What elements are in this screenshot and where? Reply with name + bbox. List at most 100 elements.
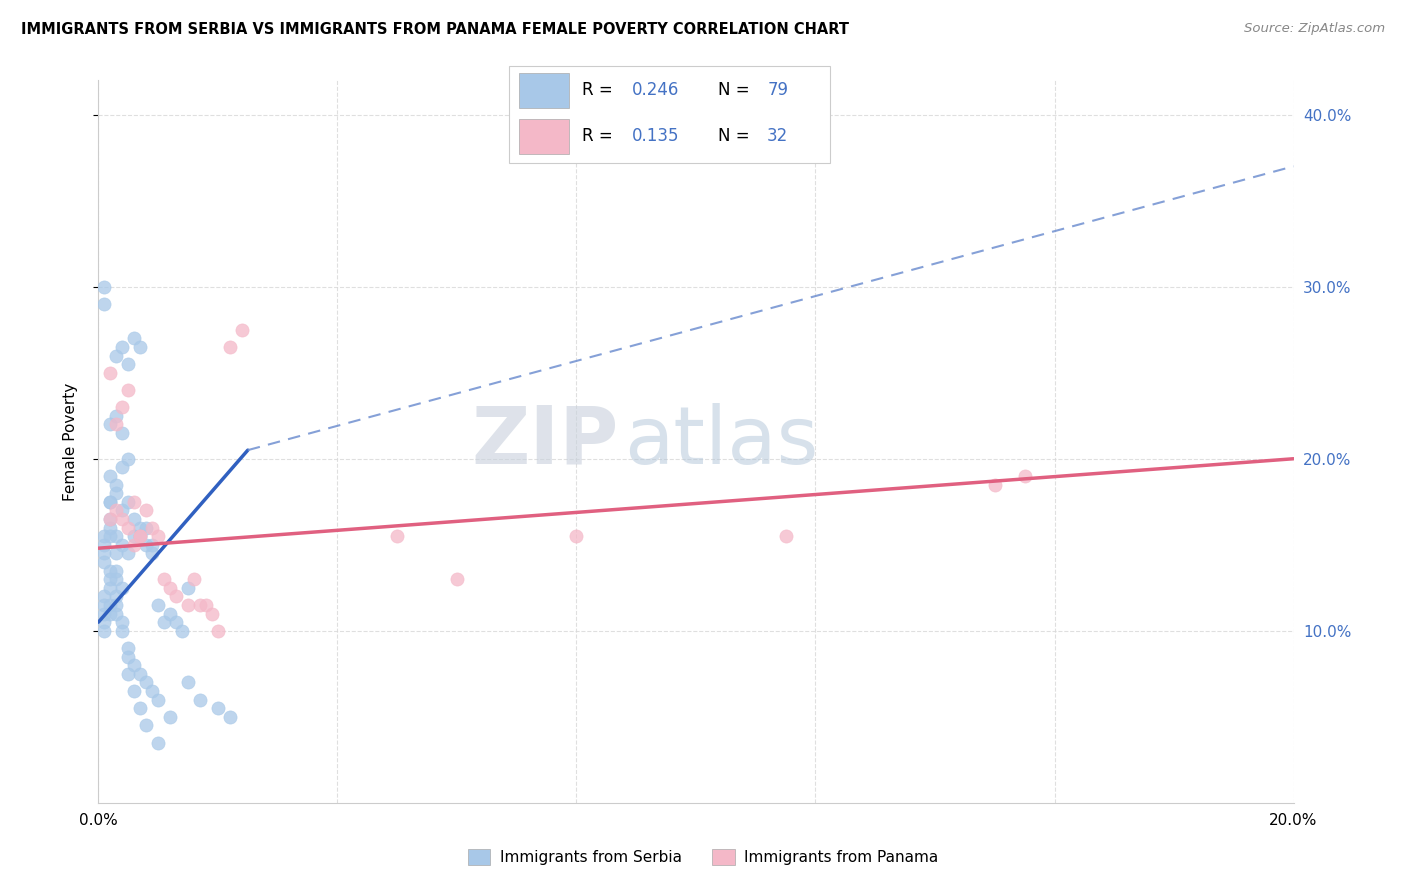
- Point: [231, 323, 253, 337]
- Point: [111, 581, 134, 595]
- Point: [135, 675, 157, 690]
- Point: [98, 512, 122, 526]
- Point: [117, 546, 139, 560]
- Text: N =: N =: [717, 128, 755, 145]
- Point: [111, 340, 134, 354]
- Point: [93, 279, 115, 293]
- Point: [177, 581, 200, 595]
- FancyBboxPatch shape: [519, 73, 569, 108]
- Point: [188, 598, 211, 612]
- Text: 79: 79: [768, 81, 789, 99]
- Point: [93, 624, 115, 638]
- Point: [93, 297, 115, 311]
- Point: [172, 624, 194, 638]
- Point: [105, 546, 128, 560]
- Point: [93, 555, 115, 569]
- Point: [165, 590, 187, 604]
- Point: [98, 607, 122, 621]
- Point: [117, 666, 139, 681]
- Point: [117, 451, 139, 466]
- Point: [129, 666, 152, 681]
- Point: [111, 460, 134, 475]
- Point: [98, 572, 122, 586]
- Point: [105, 349, 128, 363]
- Point: [219, 710, 242, 724]
- Text: 0.135: 0.135: [631, 128, 679, 145]
- Point: [124, 684, 146, 698]
- Point: [446, 572, 468, 586]
- Point: [117, 520, 139, 534]
- Point: [141, 520, 163, 534]
- Text: IMMIGRANTS FROM SERBIA VS IMMIGRANTS FROM PANAMA FEMALE POVERTY CORRELATION CHAR: IMMIGRANTS FROM SERBIA VS IMMIGRANTS FRO…: [21, 22, 849, 37]
- Point: [141, 546, 163, 560]
- Point: [98, 512, 122, 526]
- Text: R =: R =: [582, 128, 619, 145]
- Point: [177, 675, 200, 690]
- Point: [129, 529, 152, 543]
- Point: [98, 494, 122, 508]
- Point: [111, 400, 134, 414]
- Point: [207, 701, 229, 715]
- Point: [93, 546, 115, 560]
- Point: [129, 340, 152, 354]
- Y-axis label: Female Poverty: Female Poverty: [63, 383, 77, 500]
- Text: R =: R =: [582, 81, 619, 99]
- Point: [98, 494, 122, 508]
- Point: [117, 649, 139, 664]
- Point: [159, 581, 181, 595]
- Point: [195, 598, 218, 612]
- Point: [98, 598, 122, 612]
- Point: [93, 607, 115, 621]
- Point: [105, 572, 128, 586]
- Point: [135, 718, 157, 732]
- Point: [153, 572, 176, 586]
- Text: Source: ZipAtlas.com: Source: ZipAtlas.com: [1244, 22, 1385, 36]
- Point: [141, 684, 163, 698]
- Point: [105, 486, 128, 500]
- Point: [93, 590, 115, 604]
- Point: [117, 383, 139, 397]
- Point: [105, 409, 128, 423]
- Point: [98, 564, 122, 578]
- Point: [105, 598, 128, 612]
- Point: [117, 494, 139, 508]
- Point: [207, 624, 229, 638]
- Point: [98, 581, 122, 595]
- Text: ZIP: ZIP: [471, 402, 619, 481]
- Point: [98, 469, 122, 483]
- Point: [148, 598, 170, 612]
- Point: [775, 529, 797, 543]
- Point: [984, 477, 1007, 491]
- Point: [1014, 469, 1036, 483]
- Point: [93, 598, 115, 612]
- Point: [129, 529, 152, 543]
- Point: [201, 607, 224, 621]
- Point: [111, 512, 134, 526]
- FancyBboxPatch shape: [519, 119, 569, 153]
- Point: [111, 503, 134, 517]
- Point: [124, 658, 146, 673]
- Point: [98, 366, 122, 380]
- Point: [124, 512, 146, 526]
- Point: [111, 624, 134, 638]
- Point: [124, 494, 146, 508]
- Point: [111, 538, 134, 552]
- Point: [93, 615, 115, 630]
- Point: [183, 572, 205, 586]
- Point: [105, 590, 128, 604]
- Point: [124, 331, 146, 345]
- Point: [93, 538, 115, 552]
- Point: [98, 417, 122, 432]
- Point: [385, 529, 409, 543]
- Point: [105, 503, 128, 517]
- Point: [159, 607, 181, 621]
- Point: [98, 520, 122, 534]
- Point: [117, 357, 139, 371]
- Point: [105, 607, 128, 621]
- Point: [105, 417, 128, 432]
- Point: [129, 529, 152, 543]
- Point: [124, 538, 146, 552]
- Point: [117, 640, 139, 655]
- Point: [177, 598, 200, 612]
- Point: [219, 340, 242, 354]
